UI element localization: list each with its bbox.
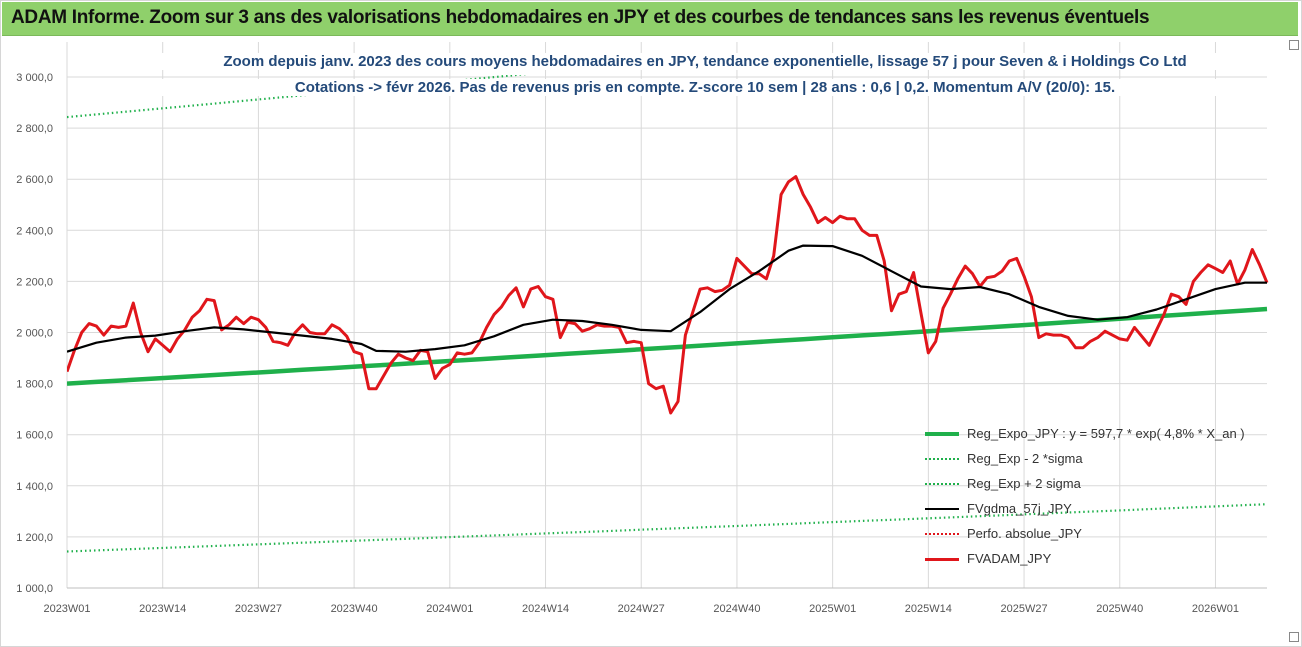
y-tick-label: 3 000,0: [16, 72, 53, 84]
y-tick-label: 1 200,0: [16, 532, 53, 544]
report-title: ADAM Informe. Zoom sur 3 ans des valoris…: [11, 7, 1150, 28]
x-tick-label: 2025W01: [809, 603, 856, 615]
x-tick-label: 2024W27: [618, 603, 665, 615]
legend-label-reg-plus: Reg_Exp + 2 sigma: [967, 476, 1081, 491]
legend-swatch-reg-expo: [925, 432, 959, 436]
series-fvadam-jpy: [67, 175, 1269, 415]
y-tick-label: 2 400,0: [16, 225, 53, 237]
resize-handle-top-right[interactable]: [1289, 40, 1299, 50]
y-tick-label: 2 000,0: [16, 328, 53, 340]
series-group: [67, 75, 1269, 553]
x-tick-label: 2023W14: [139, 603, 186, 615]
legend-swatch-perfo: [925, 533, 959, 535]
x-tick-label: 2025W27: [1001, 603, 1048, 615]
legend-label-reg-expo: Reg_Expo_JPY : y = 597,7 * exp( 4,8% * X…: [967, 426, 1245, 441]
gridlines: [66, 42, 1267, 589]
y-tick-label: 1 000,0: [16, 583, 53, 595]
y-tick-label: 1 400,0: [16, 481, 53, 493]
x-tick-label: 2025W40: [1096, 603, 1143, 615]
x-tick-label: 2023W27: [235, 603, 282, 615]
legend-swatch-fvgdma: [925, 508, 959, 510]
x-tick-label: 2026W01: [1192, 603, 1239, 615]
legend-label-reg-minus: Reg_Exp - 2 *sigma: [967, 451, 1083, 466]
chart-title-line-1: Zoom depuis janv. 2023 des cours moyens …: [150, 53, 1260, 70]
legend-label-fvgdma: FVgdma_57j_JPY: [967, 501, 1072, 516]
y-tick-label: 2 800,0: [16, 123, 53, 135]
report-banner: ADAM Informe. Zoom sur 3 ans des valoris…: [2, 2, 1298, 36]
x-tick-label: 2024W14: [522, 603, 569, 615]
series-reg-expo: [67, 306, 1268, 386]
x-tick-label: 2023W40: [331, 603, 378, 615]
legend-swatch-fvadam: [925, 558, 959, 561]
chart-title-line-2: Cotations -> févr 2026. Pas de revenus p…: [150, 79, 1260, 96]
legend-swatch-reg-minus: [925, 458, 959, 460]
y-tick-label: 1 800,0: [16, 379, 53, 391]
legend-label-perfo: Perfo. absolue_JPY: [967, 526, 1082, 541]
x-axis-ticks: 2023W01 2023W14 2023W27 2023W40 2024W01 2024W…: [43, 603, 1239, 615]
x-tick-label: 2024W01: [426, 603, 473, 615]
y-tick-label: 1 600,0: [16, 430, 53, 442]
legend-swatch-reg-plus: [925, 483, 959, 485]
y-tick-label: 2 200,0: [16, 276, 53, 288]
resize-handle-bottom-right[interactable]: [1289, 632, 1299, 642]
y-tick-label: 2 600,0: [16, 174, 53, 186]
legend-label-fvadam: FVADAM_JPY: [967, 551, 1052, 566]
series-reg-minus-2-sigma: [67, 503, 1268, 553]
x-tick-label: 2023W01: [43, 603, 90, 615]
x-tick-label: 2025W14: [905, 603, 952, 615]
series-fvgdma-57j: [67, 244, 1267, 353]
x-tick-label: 2024W40: [713, 603, 760, 615]
y-axis-ticks: 1 000,0 1 200,0 1 400,0 1 600,0 1 800,0 2 000…: [16, 72, 53, 595]
